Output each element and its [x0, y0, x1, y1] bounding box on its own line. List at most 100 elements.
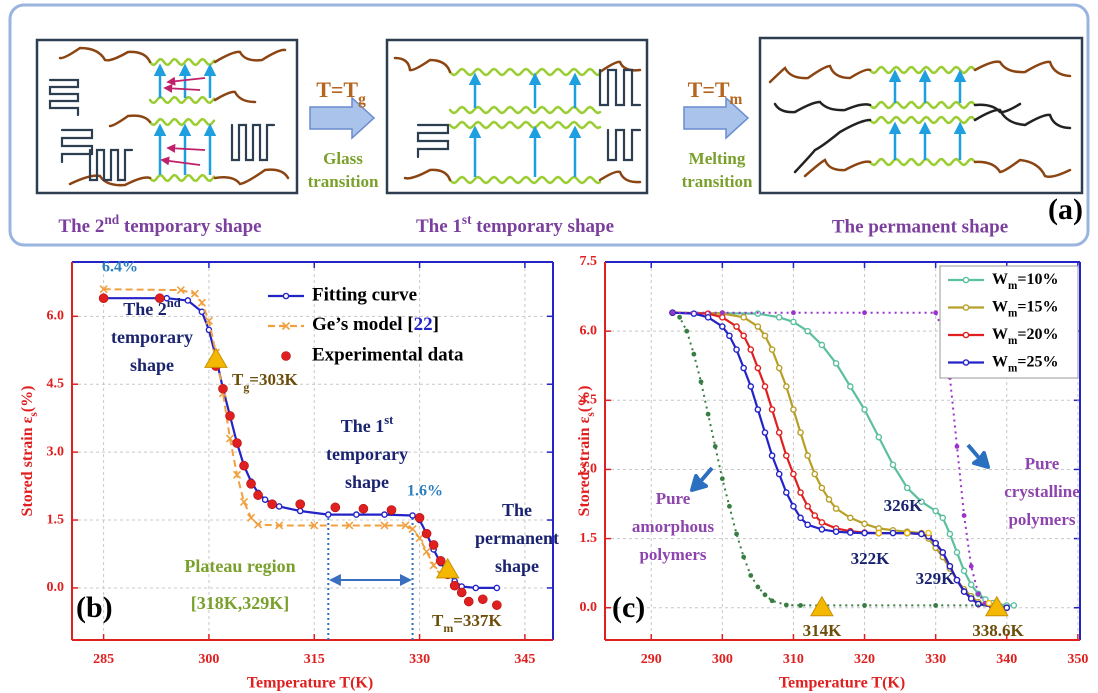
legend-label[interactable]: Fitting curve	[312, 284, 417, 305]
point	[819, 485, 824, 490]
point	[961, 568, 966, 573]
annotation: permanent	[475, 528, 559, 548]
text-part: The 1	[341, 416, 385, 436]
x-tick-label: 315	[304, 652, 325, 667]
point	[777, 430, 782, 435]
point	[826, 497, 831, 502]
point	[933, 508, 938, 513]
text-part: Stored strain ε	[19, 416, 36, 516]
point	[798, 490, 803, 495]
text-part: temporary shape	[472, 216, 614, 237]
point	[962, 513, 967, 518]
point	[436, 556, 445, 565]
point	[798, 603, 803, 608]
point	[848, 530, 853, 535]
annotation: 1.6%	[407, 483, 443, 500]
point	[848, 384, 853, 389]
schematic-box	[760, 38, 1082, 193]
point	[410, 513, 415, 518]
point	[277, 504, 282, 509]
point	[963, 332, 968, 337]
point	[748, 384, 753, 389]
point	[798, 430, 803, 435]
point	[777, 315, 782, 320]
x-tick-label: 330	[409, 652, 430, 667]
point	[770, 453, 775, 458]
point	[354, 512, 359, 517]
annotation: Tm=337K	[432, 611, 502, 635]
point	[748, 347, 753, 352]
text-part: g	[358, 91, 366, 108]
point	[819, 520, 824, 525]
point	[415, 513, 424, 522]
point	[969, 564, 974, 569]
point	[955, 444, 960, 449]
y-tick-label: 7.5	[580, 254, 598, 269]
text-part: The 2	[123, 299, 167, 319]
point	[791, 471, 796, 476]
point	[247, 479, 256, 488]
text-part: W	[992, 271, 1008, 288]
point	[805, 504, 810, 509]
point	[819, 527, 824, 532]
text-part: =15%	[1017, 298, 1058, 315]
point	[905, 530, 910, 535]
caption: The 1st temporary shape	[416, 212, 614, 238]
text-part: =10%	[1017, 271, 1058, 288]
text-part: W	[992, 353, 1008, 370]
point	[492, 601, 501, 610]
annotation: temporary	[111, 327, 193, 347]
point	[969, 596, 974, 601]
point	[940, 515, 945, 520]
text-part: T	[432, 611, 444, 630]
point	[791, 504, 796, 509]
x-tick-label: 300	[712, 652, 733, 667]
point	[387, 506, 396, 515]
x-axis-title: Temperature T(K)	[779, 675, 905, 692]
text-part: temporary shape	[119, 216, 261, 237]
x-tick-label: 310	[783, 652, 804, 667]
point	[976, 592, 981, 597]
point	[784, 603, 789, 608]
annotation: The 2nd	[123, 296, 181, 319]
point	[1011, 603, 1016, 608]
point	[791, 310, 796, 315]
point	[713, 444, 718, 449]
point	[185, 298, 190, 303]
marker	[205, 348, 227, 367]
point	[834, 506, 839, 511]
panel-tag: (a)	[1048, 193, 1083, 226]
point	[677, 315, 682, 320]
point	[748, 573, 753, 578]
text-part: nd	[104, 212, 119, 227]
point	[876, 435, 881, 440]
point	[464, 597, 473, 606]
point	[296, 500, 305, 509]
annotation: 338.6K	[972, 621, 1024, 640]
annotation: Plateau region	[184, 556, 295, 576]
point	[954, 550, 959, 555]
point	[359, 504, 368, 513]
point	[331, 503, 340, 512]
point	[805, 522, 810, 527]
point	[963, 277, 968, 282]
annotation: The	[502, 500, 532, 520]
point	[298, 508, 303, 513]
x-tick-label: 285	[93, 652, 114, 667]
point	[762, 333, 767, 338]
point	[963, 305, 968, 310]
point	[784, 453, 789, 458]
legend-label[interactable]: Ge’s model [22]	[312, 314, 439, 335]
point	[494, 585, 499, 590]
y-tick-label: 0.0	[47, 580, 65, 595]
text-part: T=T	[688, 77, 730, 102]
legend-label[interactable]: Experimental data	[312, 344, 464, 365]
point	[283, 293, 288, 298]
point	[430, 562, 437, 569]
y-tick-label: 4.5	[47, 376, 65, 391]
text-part: Ge’s model [	[312, 314, 414, 335]
point	[755, 585, 760, 590]
point	[947, 531, 952, 536]
annotation: 6.4%	[102, 259, 138, 276]
annotation: polymers	[639, 545, 706, 564]
